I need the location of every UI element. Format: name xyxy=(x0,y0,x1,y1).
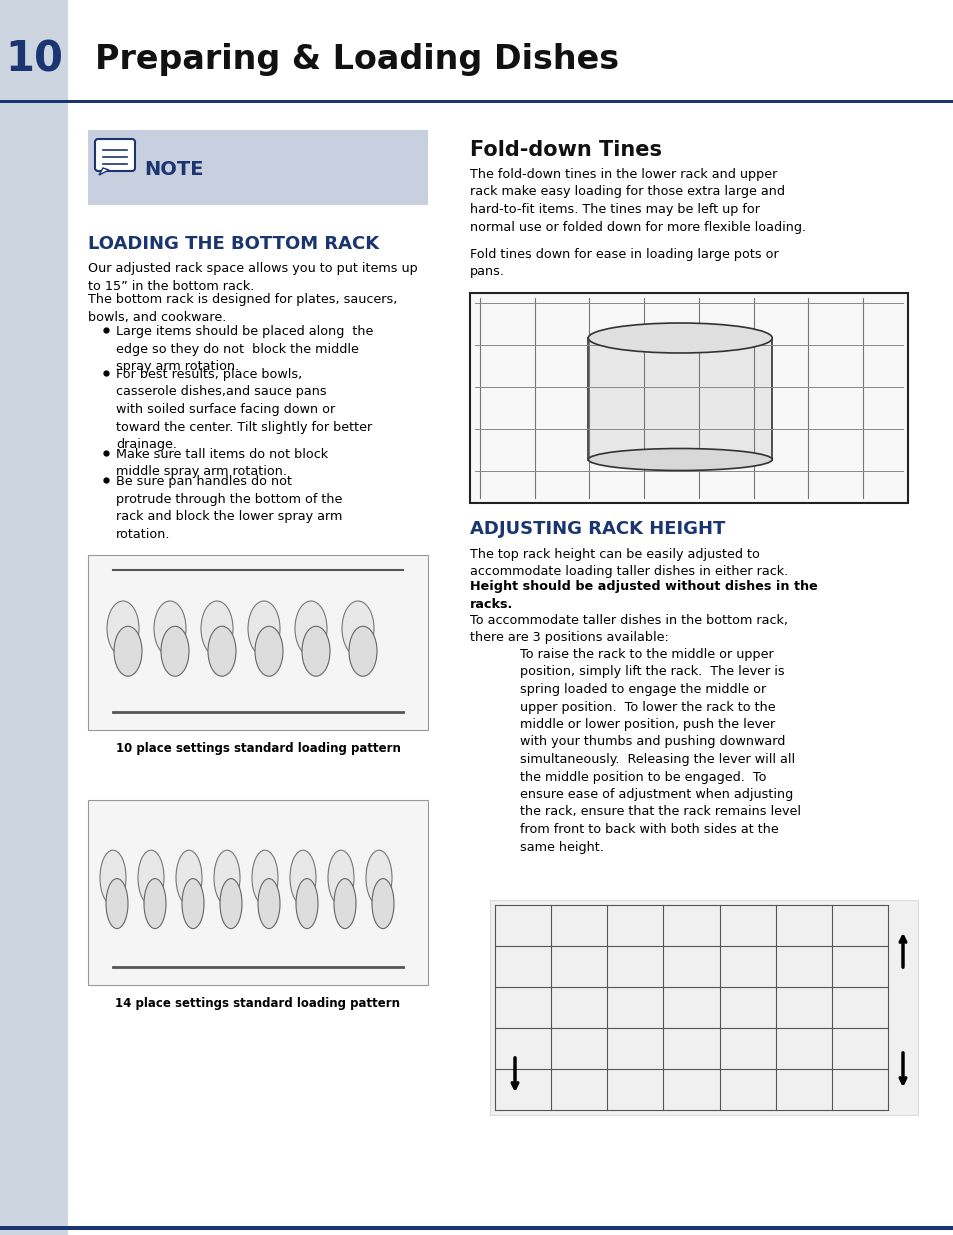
Text: NOTE: NOTE xyxy=(144,161,203,179)
Text: 10 place settings standard loading pattern: 10 place settings standard loading patte… xyxy=(115,742,400,755)
FancyBboxPatch shape xyxy=(95,140,135,170)
Text: Fold-down Tines: Fold-down Tines xyxy=(470,140,661,161)
Text: LOADING THE BOTTOM RACK: LOADING THE BOTTOM RACK xyxy=(88,235,378,253)
Ellipse shape xyxy=(366,850,392,905)
Bar xyxy=(490,900,917,1115)
Text: For best results, place bowls,
casserole dishes,and sauce pans
with soiled surfa: For best results, place bowls, casserole… xyxy=(116,368,372,451)
Ellipse shape xyxy=(257,878,280,929)
Ellipse shape xyxy=(144,878,166,929)
Text: To accommodate taller dishes in the bottom rack,
there are 3 positions available: To accommodate taller dishes in the bott… xyxy=(470,614,787,645)
Ellipse shape xyxy=(138,850,164,905)
Ellipse shape xyxy=(372,878,394,929)
Ellipse shape xyxy=(100,850,126,905)
Text: 10: 10 xyxy=(5,40,63,82)
Bar xyxy=(588,338,771,459)
Ellipse shape xyxy=(295,878,317,929)
Ellipse shape xyxy=(341,601,374,656)
Text: Our adjusted rack space allows you to put items up
to 15” in the bottom rack.: Our adjusted rack space allows you to pu… xyxy=(88,262,417,293)
Text: ADJUSTING RACK HEIGHT: ADJUSTING RACK HEIGHT xyxy=(470,520,724,538)
Text: Height should be adjusted without dishes in the
racks.: Height should be adjusted without dishes… xyxy=(470,580,817,610)
Ellipse shape xyxy=(201,601,233,656)
Ellipse shape xyxy=(113,626,142,677)
Ellipse shape xyxy=(588,448,771,471)
Text: Preparing & Loading Dishes: Preparing & Loading Dishes xyxy=(95,43,618,77)
Bar xyxy=(88,130,428,205)
Ellipse shape xyxy=(290,850,315,905)
Text: Large items should be placed along  the
edge so they do not  block the middle
sp: Large items should be placed along the e… xyxy=(116,325,373,373)
Text: 14 place settings standard loading pattern: 14 place settings standard loading patte… xyxy=(115,997,400,1010)
Ellipse shape xyxy=(302,626,330,677)
Text: The bottom rack is designed for plates, saucers,
bowls, and cookware.: The bottom rack is designed for plates, … xyxy=(88,293,397,324)
Ellipse shape xyxy=(106,878,128,929)
Text: Make sure tall items do not block
middle spray arm rotation.: Make sure tall items do not block middle… xyxy=(116,448,328,478)
Ellipse shape xyxy=(208,626,235,677)
Bar xyxy=(0,0,68,1235)
Text: The fold-down tines in the lower rack and upper
rack make easy loading for those: The fold-down tines in the lower rack an… xyxy=(470,168,805,233)
Ellipse shape xyxy=(588,324,771,353)
Bar xyxy=(88,800,428,986)
Ellipse shape xyxy=(161,626,189,677)
Text: Be sure pan handles do not
protrude through the bottom of the
rack and block the: Be sure pan handles do not protrude thro… xyxy=(116,475,342,541)
Ellipse shape xyxy=(334,878,355,929)
Ellipse shape xyxy=(252,850,277,905)
Ellipse shape xyxy=(182,878,204,929)
Text: The top rack height can be easily adjusted to
accommodate loading taller dishes : The top rack height can be easily adjust… xyxy=(470,548,787,597)
Ellipse shape xyxy=(175,850,202,905)
Text: To raise the rack to the middle or upper
position, simply lift the rack.  The le: To raise the rack to the middle or upper… xyxy=(519,648,801,853)
Ellipse shape xyxy=(294,601,327,656)
Ellipse shape xyxy=(213,850,240,905)
Polygon shape xyxy=(99,168,109,175)
Ellipse shape xyxy=(153,601,186,656)
Ellipse shape xyxy=(254,626,283,677)
Bar xyxy=(0,100,953,103)
Bar xyxy=(88,555,428,730)
Ellipse shape xyxy=(349,626,376,677)
Ellipse shape xyxy=(220,878,242,929)
Bar xyxy=(0,1226,953,1230)
Ellipse shape xyxy=(328,850,354,905)
Ellipse shape xyxy=(248,601,280,656)
Ellipse shape xyxy=(107,601,139,656)
Text: Fold tines down for ease in loading large pots or
pans.: Fold tines down for ease in loading larg… xyxy=(470,248,778,279)
Bar xyxy=(470,293,907,503)
